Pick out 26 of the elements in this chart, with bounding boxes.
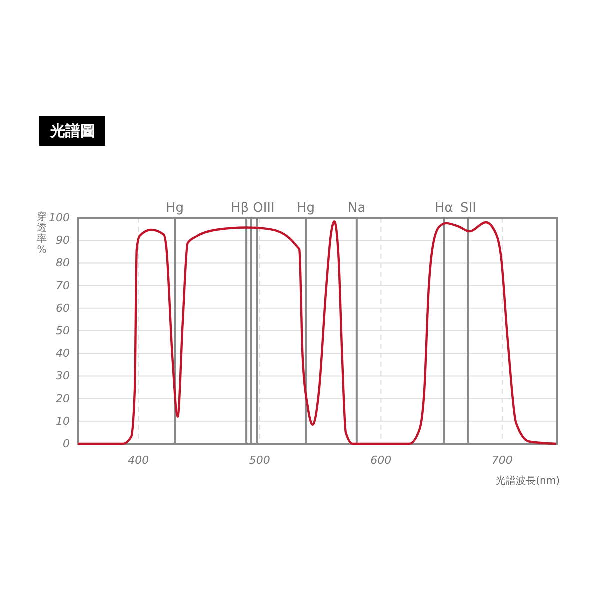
y-tick-label: 10 <box>56 414 70 428</box>
y-tick-label: 40 <box>56 347 70 360</box>
chart-title: 光譜圖 <box>50 122 96 140</box>
y-tick-label: 50 <box>56 324 70 338</box>
y-tick-label: 90 <box>56 234 70 248</box>
x-tick-label: 700 <box>492 454 513 467</box>
x-tick-label: 500 <box>249 454 270 467</box>
x-tick-label: 400 <box>128 454 150 467</box>
y-tick-label: 100 <box>49 212 70 225</box>
x-axis-title: 光譜波長(nm) <box>496 475 560 487</box>
ref-line-label: Na <box>348 201 366 216</box>
y-tick-label: 0 <box>63 438 70 451</box>
y-tick-label: 30 <box>56 370 70 383</box>
ref-line-label: SII <box>460 201 476 216</box>
ref-line-label: Hg <box>166 201 184 216</box>
line-series <box>76 220 558 446</box>
y-axis-title: 穿透率% <box>37 211 47 256</box>
ref-line-label: Hβ <box>231 201 250 216</box>
x-tick-label: 600 <box>370 454 392 467</box>
ref-line-label: OIII <box>253 201 275 216</box>
y-tick-label: 60 <box>56 302 70 315</box>
ref-line-label: Hg <box>296 201 315 216</box>
y-tick-label: 20 <box>56 392 70 406</box>
y-tick-label: 70 <box>56 279 70 292</box>
ref-line-label: Hα <box>435 201 454 216</box>
y-tick-label: 80 <box>56 256 70 270</box>
